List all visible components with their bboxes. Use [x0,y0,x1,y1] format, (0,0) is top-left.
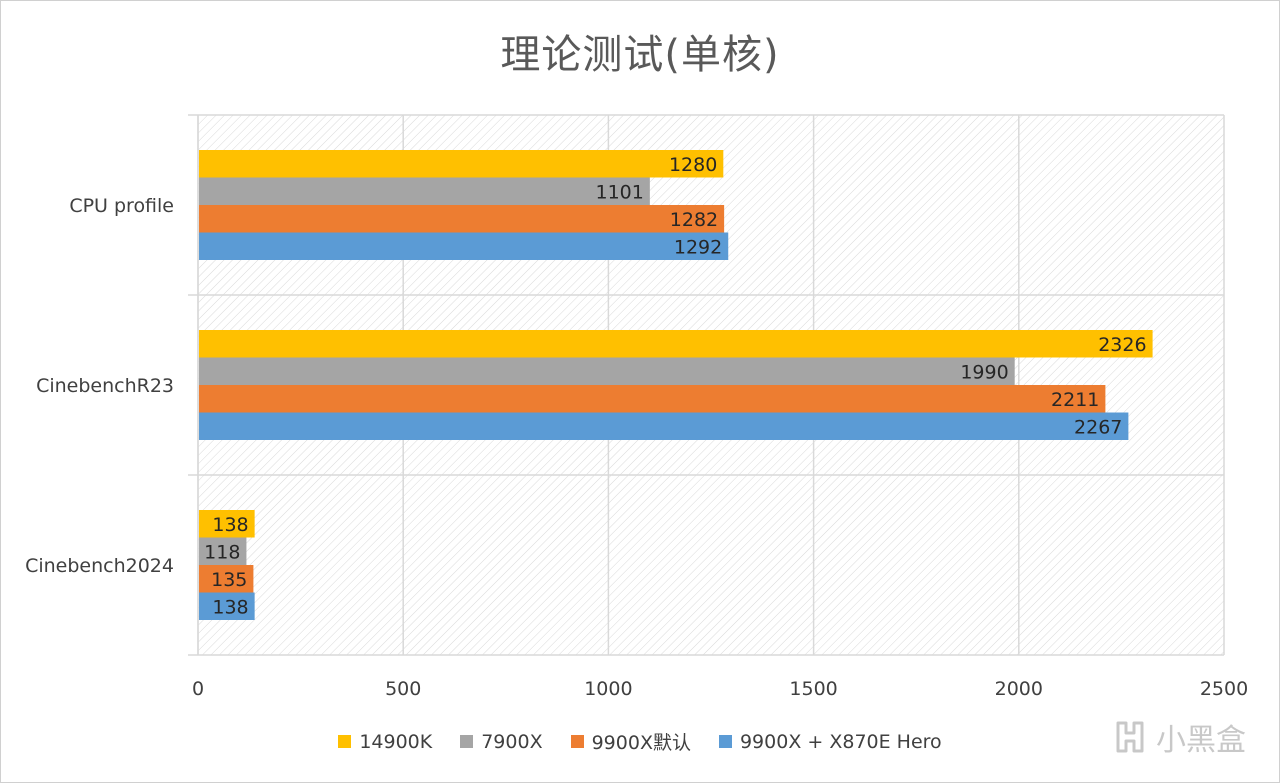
legend-item-14900k: 14900K [338,728,432,755]
data-label: 1101 [595,181,643,203]
legend-item-7900x: 7900X [460,728,543,755]
x-tick-label: 2000 [995,678,1043,700]
y-category-label: Cinebench2024 [25,555,174,577]
legend-label: 9900X + X870E Hero [739,730,942,753]
y-category-label: CPU profile [69,195,174,217]
data-label: 1990 [960,361,1008,383]
data-label: 2326 [1098,334,1146,356]
bar [199,565,254,593]
legend-swatch [570,735,584,748]
data-label: 2211 [1051,389,1099,411]
legend-item-9900x-hero: 9900X + X870E Hero [718,728,942,755]
x-tick-label: 2500 [1200,678,1248,700]
bar [199,385,1106,413]
legend-swatch [718,735,732,748]
data-label: 1292 [674,236,722,258]
data-label: 1282 [670,209,718,231]
chart-legend: 14900K 7900X 9900X默认 9900X + X870E Hero [0,728,1280,755]
watermark: 小黑盒 [1112,715,1246,759]
data-label: 138 [212,596,248,618]
bar [199,412,1129,440]
bar [199,357,1015,385]
bar [199,232,729,260]
data-label: 118 [204,541,240,563]
legend-label: 14900K [359,730,433,753]
legend-swatch [460,735,474,748]
bar [199,537,247,565]
data-label: 2267 [1074,416,1122,438]
bar [199,510,255,538]
bar [199,205,725,233]
data-label: 1280 [669,154,717,176]
watermark-text: 小黑盒 [1156,723,1246,758]
xiaoheihe-logo-icon [1116,721,1144,753]
legend-label: 9900X默认 [591,732,691,754]
chart-title: 理论测试(单核) [500,32,780,78]
legend-item-9900x-default: 9900X默认 [570,728,691,755]
bar [199,177,650,205]
legend-label: 7900X [481,730,543,753]
y-category-label: CinebenchR23 [36,375,174,397]
data-label: 135 [211,569,247,591]
x-tick-label: 1000 [584,678,632,700]
x-tick-label: 500 [385,678,421,700]
data-label: 138 [212,514,248,536]
legend-swatch [338,735,352,748]
x-tick-label: 1500 [789,678,837,700]
bar [199,150,724,178]
bar [199,330,1153,358]
x-tick-label: 0 [192,678,204,700]
bar [199,592,255,620]
